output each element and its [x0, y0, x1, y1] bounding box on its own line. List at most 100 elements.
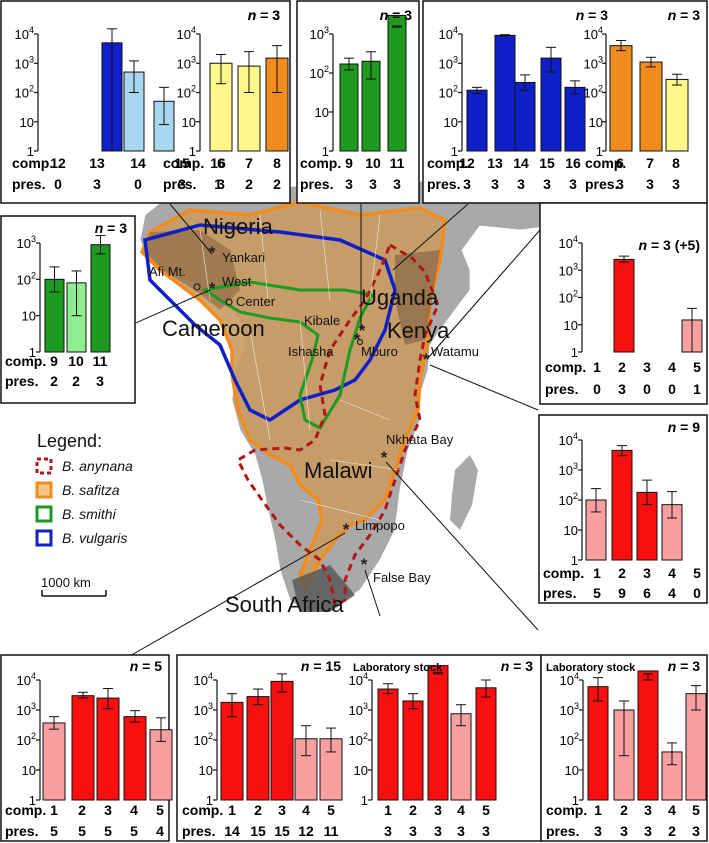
- y-tick-label: 1: [571, 345, 578, 360]
- y-tick-label: 102: [15, 84, 34, 101]
- dark-zone-south: [292, 565, 355, 612]
- y-tick-label: 104: [584, 25, 603, 42]
- legend-label-smithi: B. smithi: [62, 506, 117, 522]
- n-label: n = 3: [248, 7, 281, 23]
- comp-value: 2: [254, 802, 262, 818]
- y-tick-label: 1: [322, 144, 329, 159]
- y-tick-label: 102: [560, 731, 579, 748]
- comp-value: 2: [78, 802, 86, 818]
- pres-value: 3: [672, 176, 680, 192]
- comp-value: 3: [644, 802, 652, 818]
- y-tick-label: 10: [22, 309, 36, 324]
- y-tick-label: 103: [584, 54, 603, 71]
- site-label-falsebay: False Bay: [373, 570, 431, 585]
- comp-value: 15: [174, 155, 190, 171]
- bar-3: [270, 680, 294, 801]
- y-tick-label: 103: [560, 701, 579, 718]
- bar-11: [90, 244, 111, 353]
- comp-value: 11: [93, 353, 108, 369]
- y-tick-label: 104: [439, 25, 458, 42]
- y-tick-label: 102: [310, 64, 329, 81]
- pres-value: 3: [393, 176, 401, 192]
- y-tick-label: 10: [565, 763, 579, 778]
- site-label-afi: Afi Mt.: [149, 264, 186, 279]
- comp-value: 4: [668, 565, 676, 581]
- y-tick-label: 1: [27, 144, 34, 159]
- pres-value: 15: [274, 823, 290, 839]
- comp-value: 11: [390, 155, 405, 171]
- madagascar: [450, 455, 478, 530]
- site-label-limpopo: Limpopo: [355, 518, 405, 533]
- site-marker-center: [225, 298, 233, 306]
- row-label-comp: comp.: [546, 802, 587, 818]
- pres-value: 3: [409, 823, 417, 839]
- comp-value: 1: [593, 359, 601, 375]
- comp-value: 5: [693, 359, 701, 375]
- pres-value: 2: [50, 373, 58, 389]
- pres-value: 3: [646, 176, 654, 192]
- n-label: n = 15: [301, 658, 341, 674]
- y-tick-label: 103: [310, 25, 329, 42]
- country-uganda: Uganda: [361, 285, 439, 310]
- comp-value: 5: [482, 802, 490, 818]
- site-label-ishasha: Ishasha: [288, 344, 334, 359]
- site-label-watamu: Watamu: [431, 344, 479, 359]
- row-label-comp: comp.: [163, 155, 204, 171]
- pres-value: 3: [491, 176, 499, 192]
- n-label: n = 9: [668, 419, 701, 435]
- country-south-africa: South Africa: [225, 592, 344, 617]
- y-tick-label: 10: [564, 523, 578, 538]
- bar-2: [71, 695, 95, 801]
- legend-label-anynana: B. anynana: [62, 458, 133, 474]
- site-label-yankari: Yankari: [222, 250, 265, 265]
- comp-value: 4: [668, 359, 676, 375]
- pres-value: 3: [692, 823, 700, 839]
- country-nigeria: Nigeria: [203, 214, 273, 239]
- site-label-west: West: [222, 274, 252, 289]
- site-label-kibale: Kibale: [304, 313, 340, 328]
- bar-9: [339, 63, 359, 152]
- comp-value: 2: [618, 565, 626, 581]
- legend-swatch-anynana: [35, 457, 53, 475]
- comp-value: 1: [593, 565, 601, 581]
- pres-value: 3: [217, 176, 225, 192]
- comp-value: 3: [643, 359, 651, 375]
- dark-zone-east: [395, 250, 440, 345]
- row-label-comp: comp.: [5, 353, 46, 369]
- y-tick-label: 102: [559, 491, 578, 508]
- site-label-mburo: Mburo: [361, 344, 398, 359]
- pres-value: 6: [643, 585, 651, 601]
- bar-14: [514, 81, 536, 152]
- y-tick-label: 103: [17, 701, 36, 718]
- comp-value: 12: [50, 155, 66, 171]
- y-tick-label: 103: [559, 261, 578, 278]
- comp-value: 6: [217, 155, 225, 171]
- pres-value: 3: [594, 823, 602, 839]
- comp-value: 14: [513, 155, 529, 171]
- legend-title: Legend:: [37, 431, 102, 451]
- pres-value: 3: [618, 381, 626, 397]
- y-tick-label: 103: [177, 54, 196, 71]
- row-label-comp: comp.: [300, 155, 341, 171]
- pres-value: 5: [593, 585, 601, 601]
- y-tick-label: 104: [177, 25, 196, 42]
- y-tick-label: 103: [17, 234, 36, 251]
- n-label: n = 3: [380, 7, 413, 23]
- y-tick-label: 102: [559, 289, 578, 306]
- bar-4: [123, 716, 147, 801]
- site-marker-yankari: *: [209, 243, 216, 262]
- pres-value: 2: [273, 176, 281, 192]
- country-borders: [199, 209, 401, 521]
- chart-p10: 1 10 102 103 104 n = 15 comp. pres. 1 14 2 15 3 15 4 12…: [182, 658, 343, 839]
- site-marker-afi: [193, 283, 201, 291]
- comp-value: 1: [50, 802, 58, 818]
- pres-value: 5: [104, 823, 112, 839]
- chart-title: Laboratory stock: [546, 662, 636, 674]
- pres-value: 3: [616, 176, 624, 192]
- bar-7: [639, 61, 663, 152]
- country-malawi: Malawi: [304, 458, 372, 483]
- row-label-comp: comp.: [545, 359, 586, 375]
